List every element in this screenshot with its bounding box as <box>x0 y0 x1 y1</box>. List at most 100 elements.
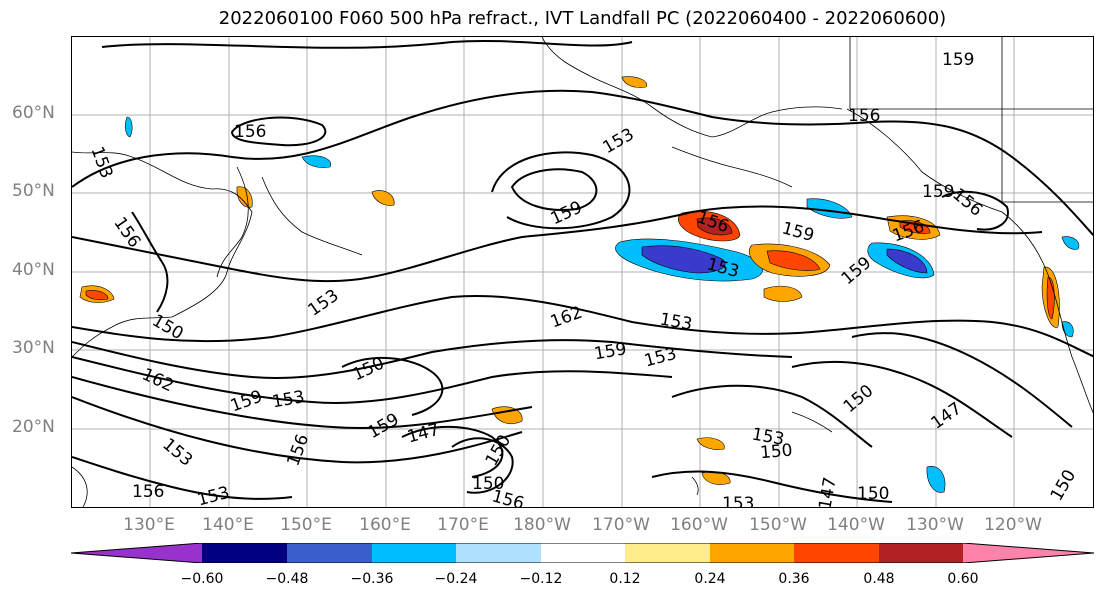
lat-label-40n: 40°N <box>12 260 55 280</box>
patch-positive-6 <box>236 186 253 208</box>
contour-label: 162 <box>139 365 177 397</box>
contour-label: 147 <box>405 420 442 448</box>
contour-label: 159 <box>838 253 876 289</box>
colorbar-segment <box>71 543 202 563</box>
colorbar-segment <box>625 543 710 563</box>
contour-162 <box>72 339 793 379</box>
contour-label: 150 <box>857 484 889 504</box>
contour-156-west <box>131 211 169 313</box>
lon-label-160e: 160°E <box>359 515 411 535</box>
contour-label: 159 <box>228 387 265 417</box>
alaska-coastline <box>541 37 843 138</box>
contour-label: 153 <box>658 310 693 335</box>
patch-strong-positive-5 <box>85 290 109 301</box>
patch-negative-7 <box>1061 321 1074 338</box>
colorbar-tick: −0.48 <box>265 571 309 587</box>
lon-label-140e: 140°E <box>202 515 254 535</box>
asia-coastline <box>72 151 253 358</box>
contour-159-north <box>101 39 633 49</box>
contour-label: 147 <box>928 399 966 434</box>
patch-strong-negative <box>641 245 726 274</box>
contour-label: 159 <box>780 218 817 246</box>
colorbar-tick: −0.12 <box>519 571 563 587</box>
contour-150-east <box>791 360 1013 438</box>
patch-positive-11 <box>621 76 648 88</box>
patch-negative-5 <box>926 466 946 493</box>
contour-label: 147 <box>815 476 840 508</box>
lon-label-120w: 120°W <box>984 515 1042 535</box>
colorbar-segment <box>794 543 879 563</box>
colorbar-tick: −0.60 <box>180 571 224 587</box>
lon-label-130e: 130°E <box>123 515 175 535</box>
colorbar-segment <box>202 543 287 563</box>
map-title: 2022060100 F060 500 hPa refract., IVT La… <box>218 8 947 29</box>
colorbar-segment <box>541 543 625 563</box>
contour-label: 159 <box>922 182 954 202</box>
patch-negative-8 <box>1061 236 1080 250</box>
contour-label: 159 <box>593 339 628 364</box>
contour-150-loop <box>341 356 444 416</box>
lat-label-30n: 30°N <box>12 338 55 358</box>
japan-coastline <box>216 166 249 278</box>
kuril-islands <box>261 176 363 256</box>
contour-label: 150 <box>759 441 793 464</box>
colorbar-tick: 0.48 <box>863 571 895 587</box>
filled-patches <box>79 76 1080 493</box>
contour-153-sw <box>72 456 293 500</box>
patch-negative-4 <box>125 116 133 138</box>
colorbar <box>70 542 1095 564</box>
contour-label: 156 <box>132 482 164 502</box>
contour-label: 156 <box>848 106 880 126</box>
map-panel: 159 156 153 159 156 156 159 156 153 159 … <box>71 36 1094 508</box>
contour-156-low <box>230 116 327 147</box>
contour-153-main <box>72 205 1043 283</box>
contour-159-ne <box>941 190 1009 231</box>
colorbar-svg <box>70 542 1095 564</box>
patch-positive-2 <box>763 285 803 302</box>
patch-positive-7 <box>371 190 395 206</box>
lon-label-170e: 170°E <box>437 515 489 535</box>
lat-label-60n: 60°N <box>12 103 55 123</box>
contour-153-south <box>72 396 523 464</box>
colorbar-segment <box>879 543 963 563</box>
colorbar-tick: 0.36 <box>778 571 810 587</box>
colorbar-segment <box>963 543 1094 563</box>
lon-label-170w: 170°W <box>592 515 650 535</box>
philippines-coastline <box>72 466 88 507</box>
patch-strong-positive-3 <box>899 220 931 234</box>
map-plot: 159 156 153 159 156 156 159 156 153 159 … <box>72 37 1093 508</box>
contour-159-closed <box>510 168 598 211</box>
contour-label: 153 <box>722 494 754 508</box>
contour-label: 159 <box>942 50 974 70</box>
gridlines <box>72 37 1093 507</box>
colorbar-tick: 0.12 <box>609 571 641 587</box>
lon-label-180w: 180°W <box>513 515 571 535</box>
contour-153-east <box>671 384 873 448</box>
contour-label: 150 <box>1047 466 1081 504</box>
contour-label: 153 <box>642 344 679 372</box>
patch-strong-positive-2 <box>766 250 821 271</box>
political-borders <box>849 37 1093 203</box>
contour-label: 153 <box>271 387 306 412</box>
contour-150-south <box>451 437 514 494</box>
contour-label: 153 <box>195 483 232 508</box>
aleutian-islands <box>671 146 793 188</box>
colorbar-segment <box>287 543 372 563</box>
coastlines <box>72 37 1093 507</box>
contour-label: 156 <box>490 486 527 508</box>
north-america-coastline <box>846 108 1093 414</box>
patch-strong-negative-2 <box>886 248 928 274</box>
contour-label: 159 <box>365 409 403 443</box>
patch-negative-6 <box>301 155 331 168</box>
contour-159-south <box>72 356 673 404</box>
contour-150-bottom <box>651 470 893 503</box>
colorbar-tick: 0.24 <box>694 571 726 587</box>
lon-label-150w: 150°W <box>749 515 807 535</box>
contour-label: 162 <box>548 303 585 333</box>
colorbar-tick: 0.60 <box>947 571 979 587</box>
contour-label: 159 <box>548 197 586 229</box>
colorbar-segment <box>710 543 794 563</box>
height-contours <box>72 39 1093 503</box>
patch-negative-3 <box>806 198 853 219</box>
colorbar-tick: −0.36 <box>350 571 394 587</box>
